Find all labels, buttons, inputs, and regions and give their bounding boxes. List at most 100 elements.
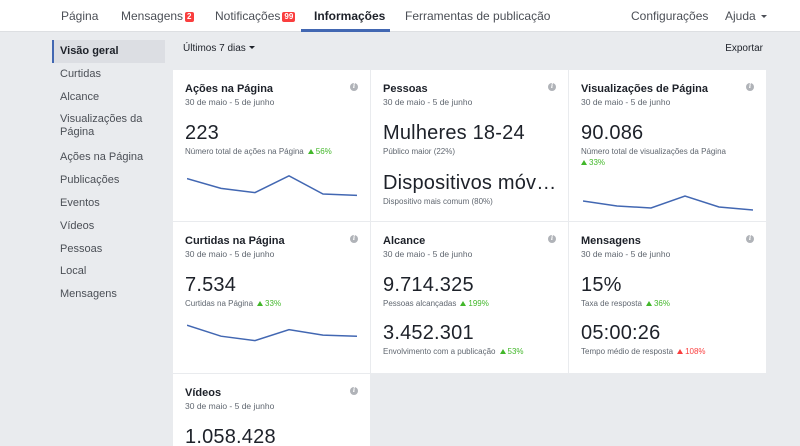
- tab-label: Mensagens: [121, 9, 184, 23]
- metric-value-2: 05:00:26: [581, 322, 661, 344]
- metric-label: Taxa de resposta 36%: [581, 299, 670, 308]
- sidebar-item-eventos[interactable]: Eventos: [60, 196, 100, 209]
- tab-informacoes[interactable]: Informações: [314, 0, 385, 32]
- metric-value: 9.714.325: [383, 274, 474, 296]
- card-curtidas[interactable]: Curtidas na Página 30 de maio - 5 de jun…: [173, 222, 370, 373]
- metric-label: Curtidas na Página 33%: [185, 299, 281, 308]
- card-date: 30 de maio - 5 de junho: [185, 401, 275, 411]
- sparkline-visualizacoes: [583, 195, 753, 211]
- metric-label-2: Tempo médio de resposta 108%: [581, 347, 706, 356]
- sidebar-item-mensagens[interactable]: Mensagens: [60, 288, 117, 301]
- metric-value: 223: [185, 122, 219, 144]
- sidebar-item-visao-geral[interactable]: Visão geral: [52, 40, 165, 63]
- help-menu[interactable]: Ajuda: [725, 0, 767, 32]
- tab-ferramentas[interactable]: Ferramentas de publicação: [405, 0, 550, 32]
- card-date: 30 de maio - 5 de junho: [383, 97, 473, 107]
- metric-value: Mulheres 18-24: [383, 122, 525, 144]
- card-title: Ações na Página: [185, 83, 274, 95]
- card-videos[interactable]: Vídeos 30 de maio - 5 de junho i 1.058.4…: [173, 374, 370, 446]
- card-title: Alcance: [383, 235, 426, 247]
- change-up-red: 108%: [673, 347, 705, 356]
- card-date: 30 de maio - 5 de junho: [185, 97, 275, 107]
- tab-label: Ferramentas de publicação: [405, 9, 551, 23]
- metric-change-row: 33%: [581, 158, 605, 167]
- info-icon[interactable]: i: [746, 235, 754, 243]
- metric-label-text: Envolvimento com a publicação: [383, 347, 496, 356]
- sidebar-item-alcance[interactable]: Alcance: [60, 90, 100, 103]
- tab-label: Informações: [314, 9, 386, 23]
- mensagens-badge: 2: [185, 12, 194, 22]
- notificacoes-badge: 99: [282, 12, 296, 22]
- metric-label-text: Curtidas na Página: [185, 299, 254, 308]
- metric-value-2: 3.452.301: [383, 322, 474, 344]
- metric-label-text: Número total de ações na Página: [185, 147, 304, 156]
- metric-label: Número total de ações na Página 56%: [185, 147, 332, 156]
- metric-label-text: Pessoas alcançadas: [383, 299, 457, 308]
- date-range-label: Últimos 7 dias: [183, 43, 246, 54]
- info-icon[interactable]: i: [350, 83, 358, 91]
- sidebar-item-visualizacoes[interactable]: Visualizações da Página: [60, 113, 143, 139]
- card-title: Curtidas na Página: [185, 235, 285, 247]
- metric-label-2: Dispositivo mais comum (80%): [383, 197, 493, 206]
- change-up: 33%: [253, 299, 281, 308]
- tab-label: Notificações: [215, 9, 281, 23]
- card-acoes[interactable]: Ações na Página 30 de maio - 5 de junho …: [173, 70, 370, 221]
- card-visualizacoes[interactable]: Visualizações de Página 30 de maio - 5 d…: [569, 70, 766, 221]
- insights-grid: Ações na Página 30 de maio - 5 de junho …: [173, 70, 766, 446]
- export-button[interactable]: Exportar: [725, 43, 763, 54]
- sparkline-curtidas: [187, 324, 357, 342]
- sidebar-item-curtidas[interactable]: Curtidas: [60, 67, 101, 80]
- sidebar-item-publicacoes[interactable]: Publicações: [60, 174, 120, 187]
- change-up: 33%: [577, 158, 605, 167]
- card-title: Pessoas: [383, 83, 428, 95]
- metric-label: Pessoas alcançadas 199%: [383, 299, 489, 308]
- metric-value-2: Dispositivos móveis: [383, 172, 558, 194]
- tab-pagina[interactable]: Página: [61, 0, 98, 32]
- metric-label: Público maior (22%): [383, 147, 456, 156]
- change-up: 53%: [496, 347, 524, 356]
- metric-value: 90.086: [581, 122, 644, 144]
- settings-link[interactable]: Configurações: [631, 0, 708, 32]
- active-tab-indicator: [301, 29, 390, 32]
- metric-value: 7.534: [185, 274, 237, 296]
- info-icon[interactable]: i: [746, 83, 754, 91]
- date-range-dropdown[interactable]: Últimos 7 dias: [183, 43, 255, 54]
- card-date: 30 de maio - 5 de junho: [581, 249, 671, 259]
- info-icon[interactable]: i: [350, 235, 358, 243]
- info-icon[interactable]: i: [548, 235, 556, 243]
- card-mensagens[interactable]: Mensagens 30 de maio - 5 de junho i 15% …: [569, 222, 766, 373]
- metric-label-text: Taxa de resposta: [581, 299, 642, 308]
- settings-label: Configurações: [631, 9, 709, 23]
- sparkline-acoes: [187, 174, 357, 197]
- change-up: 199%: [456, 299, 488, 308]
- card-title: Mensagens: [581, 235, 641, 247]
- card-date: 30 de maio - 5 de junho: [383, 249, 473, 259]
- change-up: 56%: [304, 147, 332, 156]
- top-nav: Página Mensagens 2 Notificações 99 Informa…: [0, 0, 800, 32]
- metric-value: 15%: [581, 274, 622, 296]
- sidebar-item-videos[interactable]: Vídeos: [60, 219, 95, 232]
- change-up: 36%: [642, 299, 670, 308]
- tab-mensagens[interactable]: Mensagens 2: [121, 0, 194, 32]
- info-icon[interactable]: i: [350, 387, 358, 395]
- card-date: 30 de maio - 5 de junho: [581, 97, 671, 107]
- sidebar-item-acoes[interactable]: Ações na Página: [60, 151, 144, 164]
- metric-label-2: Envolvimento com a publicação 53%: [383, 347, 524, 356]
- card-title: Visualizações de Página: [581, 83, 708, 95]
- card-title: Vídeos: [185, 387, 222, 399]
- chevron-down-icon: [760, 15, 767, 18]
- card-date: 30 de maio - 5 de junho: [185, 249, 275, 259]
- card-alcance[interactable]: Alcance 30 de maio - 5 de junho i 9.714.…: [371, 222, 568, 373]
- metric-label-text: Tempo médio de resposta: [581, 347, 674, 356]
- help-label: Ajuda: [725, 9, 756, 23]
- sidebar-item-local[interactable]: Local: [60, 265, 87, 278]
- tab-label: Página: [61, 9, 99, 23]
- tab-notificacoes[interactable]: Notificações 99: [215, 0, 296, 32]
- metric-label: Número total de visualizações da Página: [581, 147, 726, 156]
- metric-value: 1.058.428: [185, 426, 276, 446]
- sidebar-item-pessoas[interactable]: Pessoas: [60, 242, 103, 255]
- info-icon[interactable]: i: [548, 83, 556, 91]
- sidebar: Visão geral Curtidas Alcance Visualizaçõ…: [52, 40, 165, 306]
- card-pessoas[interactable]: Pessoas 30 de maio - 5 de junho i Mulher…: [371, 70, 568, 221]
- chevron-down-icon: [248, 46, 255, 49]
